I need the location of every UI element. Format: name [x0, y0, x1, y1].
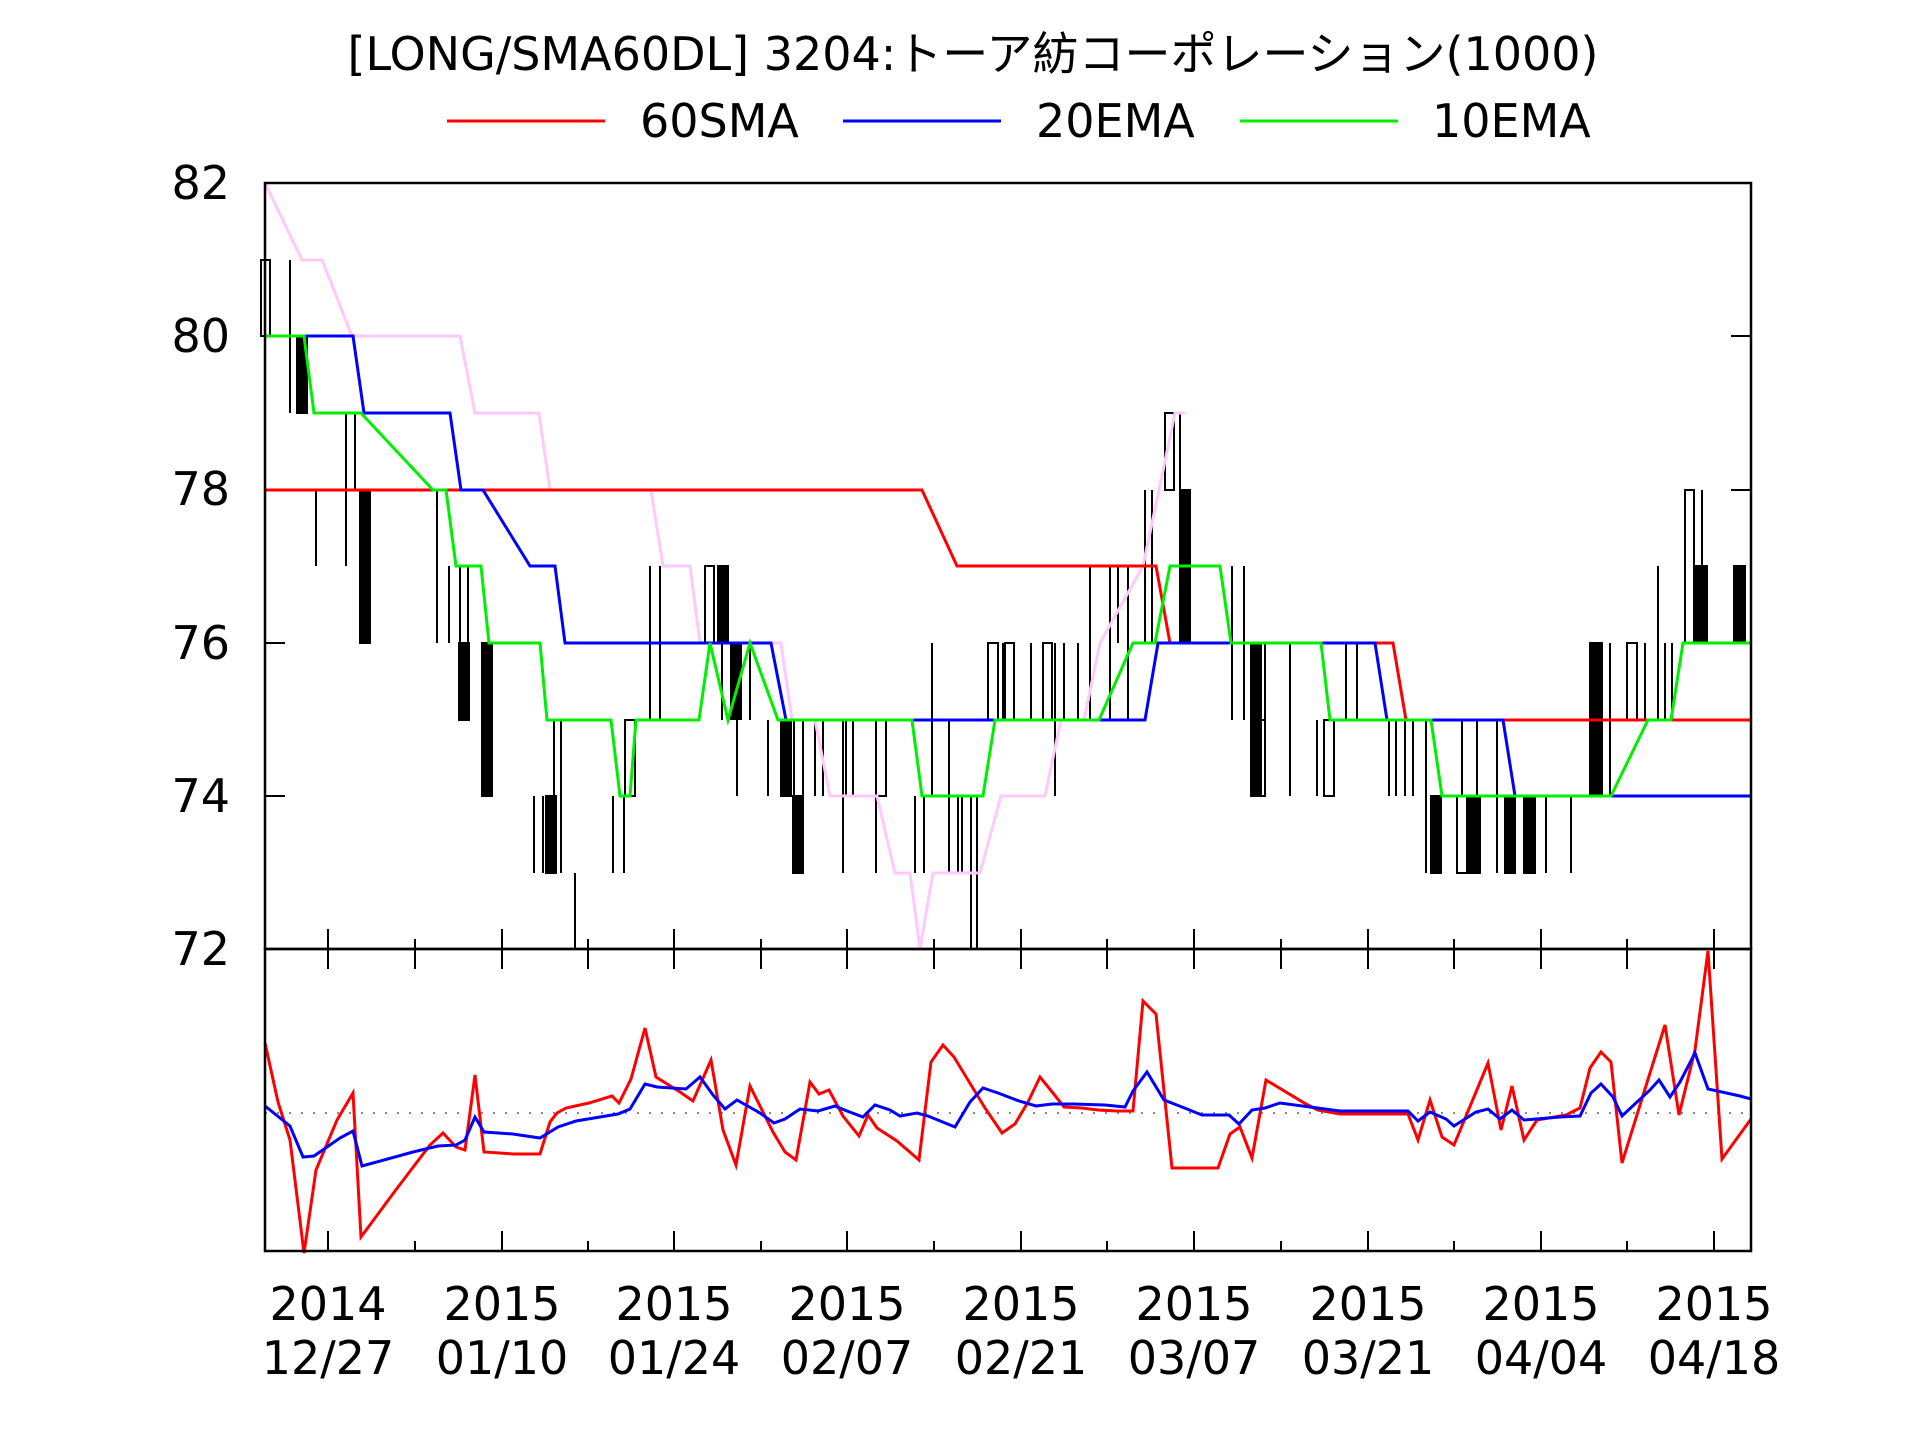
- y-tick-76: 76: [171, 616, 230, 670]
- oscillator-panel: [263, 947, 1753, 1254]
- y-tick-72: 72: [171, 922, 230, 976]
- legend-label-60sma: 60SMA: [640, 94, 799, 148]
- y-tick-82: 82: [171, 156, 230, 210]
- x-tick-year-4: 2015: [962, 1277, 1079, 1331]
- x-tick-year-6: 2015: [1309, 1277, 1426, 1331]
- x-tick-year-0: 2014: [269, 1277, 386, 1331]
- chart-title: [LONG/SMA60DL] 3204:トーア紡コーポレーション(1000): [348, 27, 1599, 81]
- x-tick-year-8: 2015: [1655, 1277, 1772, 1331]
- x-tick-date-5: 03/07: [1128, 1331, 1261, 1385]
- y-tick-78: 78: [171, 462, 230, 516]
- x-tick-date-2: 01/24: [608, 1331, 741, 1385]
- x-tick-date-0: 12/27: [262, 1331, 395, 1385]
- y-axis-labels: 82 80 78 76 74 72: [171, 156, 230, 976]
- x-tick-year-1: 2015: [443, 1277, 560, 1331]
- x-tick-year-3: 2015: [788, 1277, 905, 1331]
- oscillator-panel-frame: [263, 947, 1753, 1253]
- x-tick-date-6: 03/21: [1302, 1331, 1435, 1385]
- y-tick-74: 74: [171, 769, 230, 823]
- x-tick-date-3: 02/07: [781, 1331, 914, 1385]
- y-tick-80: 80: [171, 309, 230, 363]
- x-tick-date-7: 04/04: [1475, 1331, 1608, 1385]
- x-tick-date-4: 02/21: [955, 1331, 1088, 1385]
- x-tick-year-2: 2015: [615, 1277, 732, 1331]
- x-tick-year-5: 2015: [1135, 1277, 1252, 1331]
- legend-label-10ema: 10EMA: [1432, 94, 1591, 148]
- price-panel: [260, 181, 1753, 951]
- ema10-line: [265, 334, 1751, 798]
- oscillator-slow-line: [264, 1049, 1752, 1168]
- legend-label-20ema: 20EMA: [1036, 94, 1195, 148]
- x-tick-date-8: 04/18: [1648, 1331, 1781, 1385]
- x-tick-year-7: 2015: [1482, 1277, 1599, 1331]
- x-tick-date-1: 01/10: [436, 1331, 569, 1385]
- oscillator-fast-line: [263, 950, 1753, 1254]
- legend: 60SMA 20EMA 10EMA: [447, 94, 1591, 148]
- x-axis-labels: 2014 12/27 2015 01/10 2015 01/24 2015 02…: [262, 1277, 1781, 1385]
